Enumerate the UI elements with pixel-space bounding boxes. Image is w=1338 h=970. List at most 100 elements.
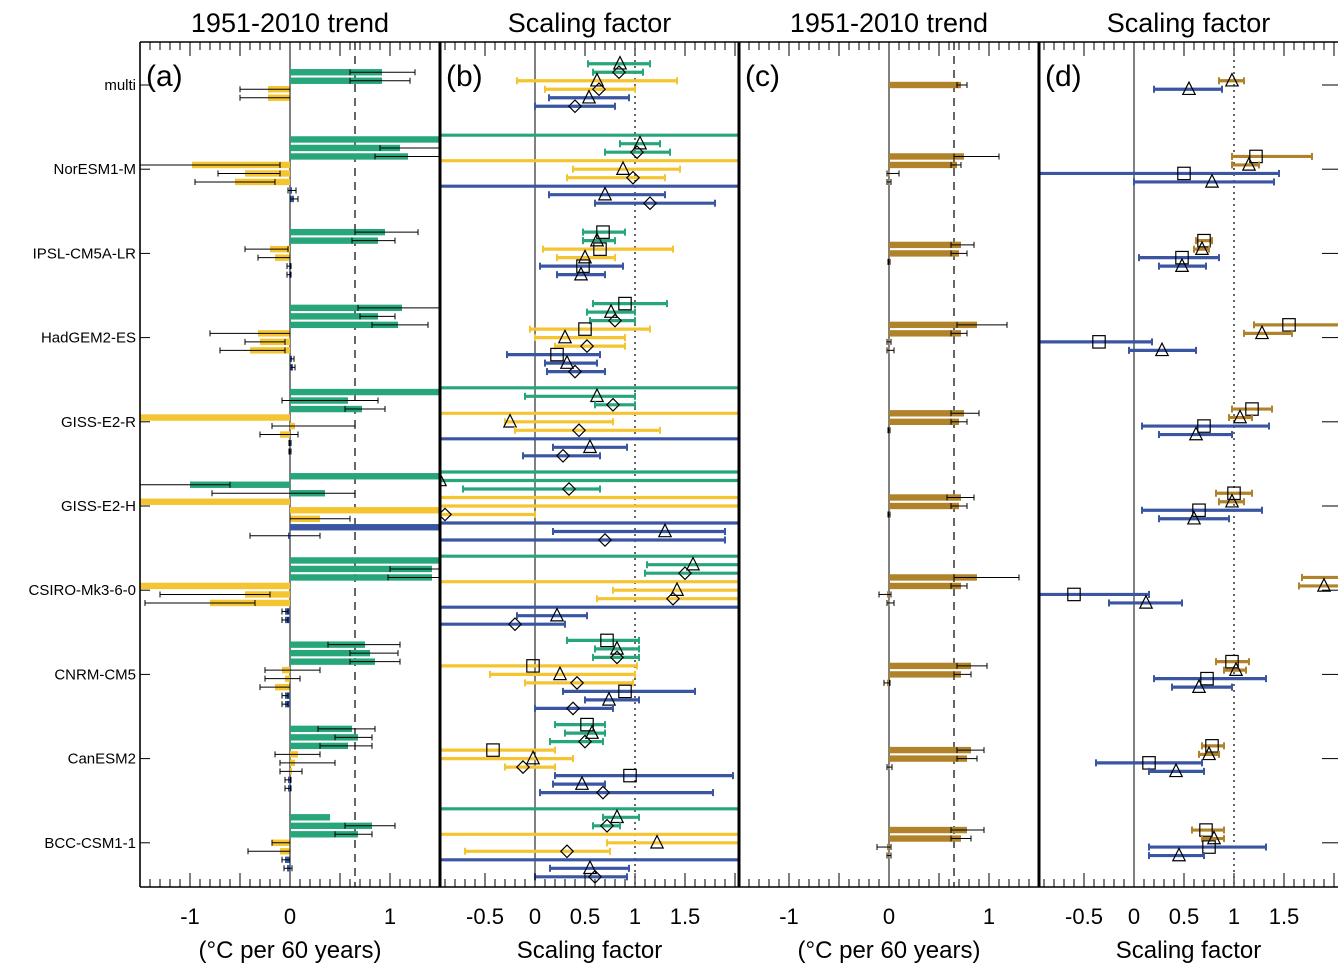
triangle-marker: [584, 724, 600, 739]
triangle-marker: [552, 665, 568, 681]
trend-bar-brown: [889, 153, 964, 160]
diamond-marker: [515, 760, 531, 775]
triangle-marker: [1186, 510, 1202, 525]
triangle-marker: [1316, 577, 1332, 592]
trend-bar-green: [290, 565, 432, 573]
square-marker: [550, 347, 564, 362]
panel-letter: (a): [146, 60, 183, 93]
triangle-marker: [1224, 72, 1240, 87]
diamond-marker: [605, 397, 621, 412]
square-marker: [1197, 419, 1211, 433]
triangle-marker: [440, 471, 448, 487]
triangle-marker: [1171, 847, 1187, 862]
trend-bar-green: [290, 574, 432, 581]
triangle-marker: [577, 249, 593, 264]
model-label: CanESM2: [68, 751, 136, 768]
x-tick-label: 1.5: [1269, 904, 1300, 929]
square-marker: [596, 225, 610, 239]
model-label: CNRM-CM5: [54, 666, 136, 683]
trend-bar-brown: [889, 835, 961, 842]
trend-bar-yellow: [290, 507, 440, 514]
trend-bar-green: [290, 144, 400, 152]
x-tick-label: 0: [1128, 904, 1140, 929]
square-marker: [1282, 318, 1296, 332]
triangle-marker: [1241, 156, 1257, 171]
diamond-marker: [555, 448, 571, 463]
triangle-marker: [1188, 426, 1204, 441]
x-tick-label: 0.5: [1169, 904, 1200, 929]
trend-bar-green: [290, 557, 440, 564]
trend-bar-green: [290, 304, 402, 312]
square-marker: [618, 296, 632, 311]
triangle-marker: [1168, 762, 1184, 778]
diamond-marker: [571, 423, 587, 438]
trend-bar-green: [290, 831, 358, 838]
panel-3-plot: [876, 42, 1020, 887]
diamond-marker: [507, 617, 523, 632]
model-label: GISS-E2-R: [61, 414, 136, 431]
x-axis-label: (°C per 60 years): [199, 937, 382, 964]
triangle-marker: [525, 750, 541, 765]
x-tick-label: 1.5: [670, 904, 701, 929]
triangle-marker: [669, 581, 685, 597]
square-marker: [593, 242, 607, 256]
diamond-marker: [607, 313, 623, 328]
triangle-marker: [1201, 745, 1217, 761]
square-marker: [580, 717, 594, 732]
triangle-marker: [1228, 661, 1244, 676]
triangle-marker: [1194, 240, 1210, 255]
triangle-marker: [557, 329, 573, 344]
diamond-marker: [569, 675, 585, 690]
trend-bar-blue: [290, 524, 440, 531]
trend-bar-brown: [889, 582, 961, 590]
trend-bar-green: [290, 313, 378, 320]
square-marker: [578, 322, 592, 336]
square-marker: [486, 743, 500, 757]
diamond-marker: [609, 650, 625, 665]
trend-bar-brown: [889, 671, 961, 678]
panel-title: Scaling factor: [1107, 8, 1271, 38]
x-tick-label: 1: [384, 904, 396, 929]
diamond-marker: [567, 364, 583, 379]
triangle-marker: [549, 607, 565, 622]
triangle-marker: [609, 808, 625, 824]
trend-bar-green: [290, 649, 370, 657]
trend-bar-yellow: [140, 414, 290, 421]
trend-bar-green: [290, 136, 440, 143]
trend-bar-green: [290, 814, 330, 821]
trend-bar-brown: [889, 746, 971, 754]
diamond-marker: [599, 818, 615, 833]
trend-bar-green: [290, 658, 375, 665]
trend-bar-green: [290, 742, 348, 750]
panel-title: 1951-2010 trend: [191, 8, 389, 38]
diamond-marker: [577, 734, 593, 749]
square-marker: [1177, 166, 1191, 181]
trend-bar-green: [290, 69, 382, 76]
diamond-marker: [629, 145, 645, 160]
square-marker: [526, 659, 540, 673]
trend-bar-green: [290, 388, 440, 396]
square-marker: [600, 633, 614, 648]
x-tick-label: 0: [284, 904, 296, 929]
trend-bar-yellow: [140, 582, 290, 590]
square-marker: [1067, 587, 1081, 602]
triangle-marker: [589, 387, 605, 403]
x-tick-label: 0.5: [570, 904, 601, 929]
triangle-marker: [597, 186, 613, 201]
diamond-marker: [642, 196, 658, 211]
panel-letter: (b): [446, 60, 483, 93]
triangle-marker: [581, 89, 597, 104]
panel-2-plot: [440, 42, 739, 887]
trend-bar-green: [290, 321, 398, 329]
triangle-marker: [649, 834, 665, 849]
trend-bar-yellow: [140, 498, 290, 505]
trend-bar-green: [290, 153, 408, 160]
panel-letter: (c): [745, 60, 780, 93]
triangle-marker: [502, 413, 518, 428]
trend-bar-brown: [889, 418, 959, 425]
trend-bar-brown: [889, 241, 961, 249]
triangle-marker: [582, 859, 598, 875]
panel-title: Scaling factor: [508, 8, 672, 38]
